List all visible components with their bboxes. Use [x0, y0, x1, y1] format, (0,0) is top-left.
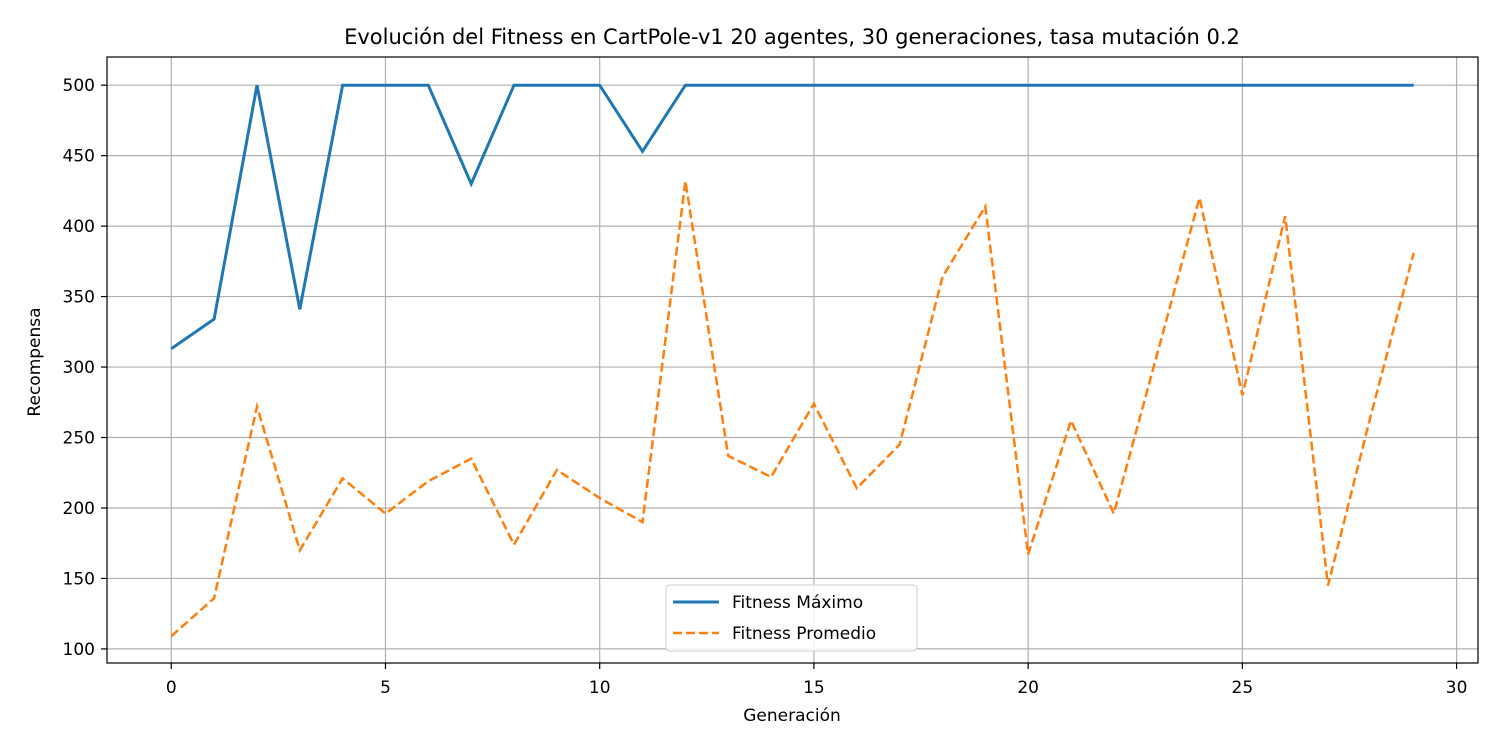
series-layer: [170, 83, 1415, 638]
y-tick-label: 100: [63, 640, 95, 660]
x-tick-label: 30: [1446, 678, 1468, 698]
x-tick-label: 20: [1017, 678, 1039, 698]
x-tick-label: 25: [1232, 678, 1254, 698]
y-tick-label: 250: [63, 429, 95, 449]
x-axis-label: Generación: [743, 706, 841, 726]
legend-box: [665, 584, 918, 652]
y-tick-label: 200: [63, 499, 95, 519]
legend: Fitness Máximo Fitness Promedio: [665, 584, 918, 652]
x-tick-label: 5: [380, 678, 391, 698]
x-tick-label: 0: [166, 678, 177, 698]
y-axis-ticks: 100 150 200 250 300 350 400 450 500: [63, 76, 107, 660]
grid: [107, 57, 1478, 663]
chart-title: Evolución del Fitness en CartPole-v1 20 …: [344, 25, 1240, 49]
series-line-fitness-promedio: [170, 180, 1415, 638]
series-line-fitness-maximo: [170, 83, 1414, 350]
y-tick-label: 500: [63, 76, 95, 96]
y-axis-label: Recompensa: [25, 307, 45, 416]
x-axis-ticks: 0 5 10 15 20 25 30: [166, 663, 1468, 698]
y-tick-label: 450: [63, 147, 95, 167]
y-tick-label: 150: [63, 569, 95, 589]
y-tick-label: 300: [63, 358, 95, 378]
x-tick-label: 15: [803, 678, 825, 698]
y-tick-label: 400: [63, 217, 95, 237]
legend-label-fitness-promedio: Fitness Promedio: [732, 624, 876, 644]
legend-label-fitness-maximo: Fitness Máximo: [732, 593, 863, 613]
x-tick-label: 10: [589, 678, 611, 698]
y-tick-label: 350: [63, 288, 95, 308]
plot-frame: [106, 56, 1479, 664]
